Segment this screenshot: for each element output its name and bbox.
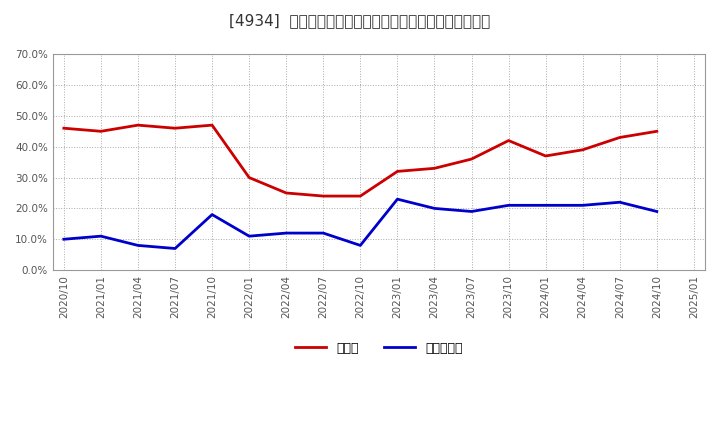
有利子負債 [616,200,624,205]
現須金 [616,135,624,140]
有利子負債 [319,231,328,236]
有利子負債 [467,209,476,214]
有利子負債 [60,237,68,242]
Legend: 現須金, 有利子負債: 現須金, 有利子負債 [290,337,467,360]
Line: 有利子負債: 有利子負債 [64,199,657,249]
現須金 [467,156,476,161]
有利子負債 [245,234,253,239]
有利子負債 [282,231,291,236]
現須金 [319,194,328,199]
現須金 [356,194,364,199]
現須金 [134,122,143,128]
有利子負債 [430,206,438,211]
有利子負債 [393,197,402,202]
有利子負債 [356,243,364,248]
有利子負債 [652,209,661,214]
有利子負債 [171,246,179,251]
現須金 [282,191,291,196]
現須金 [430,166,438,171]
有利子負債 [578,203,587,208]
現須金 [578,147,587,152]
現須金 [171,125,179,131]
現須金 [60,125,68,131]
有利子負債 [96,234,105,239]
現須金 [504,138,513,143]
現須金 [652,128,661,134]
現須金 [208,122,217,128]
有利子負債 [504,203,513,208]
有利子負債 [134,243,143,248]
有利子負債 [541,203,550,208]
現須金 [393,169,402,174]
現須金 [245,175,253,180]
有利子負債 [208,212,217,217]
現須金 [541,153,550,158]
現須金 [96,128,105,134]
Line: 現須金: 現須金 [64,125,657,196]
Text: [4934]  現須金、有利子負債の総資産に対する比率の推移: [4934] 現須金、有利子負債の総資産に対する比率の推移 [230,13,490,28]
